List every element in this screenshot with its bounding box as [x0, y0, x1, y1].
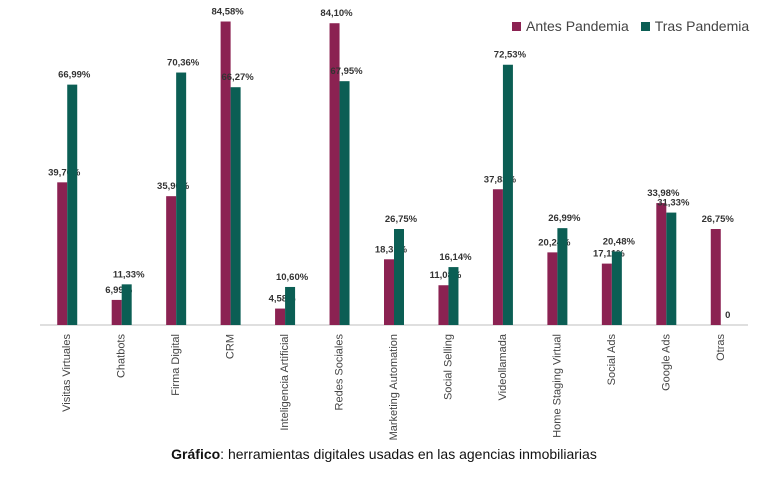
legend-swatch-tras [640, 21, 650, 31]
data-label-tras-9: 26,99% [548, 213, 581, 224]
bar-antes-5 [329, 23, 340, 326]
data-label-antes-5: 84,10% [320, 8, 353, 19]
data-label-tras-5: 67,95% [330, 66, 363, 77]
x-tick-label-7: Social Selling [442, 334, 454, 400]
data-label-tras-8: 72,53% [494, 50, 527, 61]
data-label-tras-3: 66,27% [221, 72, 254, 83]
legend-swatch-antes [512, 21, 521, 31]
x-tick-label-1: Chatbots [116, 334, 128, 379]
data-label-tras-0: 66,99% [58, 70, 91, 81]
x-tick-label-3: CRM [225, 334, 237, 359]
data-label-antes-10: 17,11% [593, 249, 625, 260]
bar-tras-4 [285, 286, 296, 325]
bar-tras-10 [611, 251, 622, 325]
legend-item-antes: Antes Pandemia [512, 18, 629, 34]
bar-antes-11 [656, 203, 667, 325]
legend-label-antes: Antes Pandemia [526, 18, 629, 34]
bar-tras-11 [666, 212, 677, 325]
bar-antes-9 [547, 252, 558, 325]
bar-antes-4 [275, 308, 286, 325]
chart-caption: Gráfico: herramientas digitales usadas e… [0, 446, 768, 462]
bar-tras-1 [121, 284, 132, 325]
bar-tras-8 [502, 64, 513, 325]
data-label-tras-7: 16,14% [439, 252, 472, 263]
data-label-tras-11: 31,33% [657, 198, 690, 209]
x-tick-label-11: Google Ads [660, 334, 672, 391]
data-label-tras-12: 0 [725, 310, 730, 321]
data-label-antes-9: 20,24% [538, 237, 571, 248]
x-tick-label-2: Firma Digital [170, 334, 182, 396]
data-label-tras-4: 10,60% [276, 272, 309, 283]
x-tick-label-5: Redes Sociales [334, 334, 346, 411]
data-label-tras-6: 26,75% [385, 214, 418, 225]
bar-tras-7 [448, 267, 459, 325]
bar-antes-6 [384, 259, 394, 325]
bar-antes-12 [710, 229, 721, 325]
legend-label-tras: Tras Pandemia [654, 18, 750, 34]
data-label-tras-10: 20,48% [603, 237, 636, 248]
caption-bold: Gráfico [171, 446, 221, 462]
legend-item-tras: Tras Pandemia [640, 18, 750, 34]
bar-antes-7 [438, 285, 449, 325]
bar-antes-8 [492, 189, 503, 325]
x-tick-label-8: Videollamada [497, 333, 509, 400]
x-tick-label-4: Inteligencia Artificial [279, 334, 291, 431]
bar-tras-5 [339, 81, 350, 325]
bar-antes-2 [166, 196, 177, 325]
data-label-antes-4: 4,58% [269, 294, 296, 305]
bar-chart: 39,76% 66,99% Visitas Virtuales 6,99% 11,33%… [40, 7, 748, 440]
data-label-antes-12: 26,75% [702, 214, 735, 225]
data-label-antes-0: 39,76% [48, 167, 81, 178]
bar-antes-1 [111, 299, 122, 325]
bar-antes-10 [601, 263, 612, 325]
bar-tras-6 [394, 229, 404, 325]
data-label-antes-11: 33,98% [647, 188, 680, 199]
caption-text: : herramientas digitales usadas en las a… [220, 446, 597, 462]
data-label-antes-1: 6,99% [105, 285, 132, 296]
bar-tras-0 [67, 84, 78, 325]
data-label-antes-7: 11,08% [430, 270, 462, 281]
x-tick-label-12: Otras [715, 334, 727, 361]
bar-tras-9 [557, 228, 568, 325]
x-tick-label-9: Home Staging Virtual [551, 334, 563, 438]
data-label-antes-8: 37,83% [484, 174, 517, 185]
bar-antes-0 [57, 182, 68, 325]
x-tick-label-6: Marketing Automation [388, 334, 400, 440]
data-label-antes-3: 84,58% [211, 7, 244, 18]
bar-tras-3 [230, 87, 241, 326]
x-tick-label-10: Social Ads [606, 334, 618, 386]
bar-antes-3 [220, 21, 231, 326]
bar-tras-2 [176, 72, 187, 325]
data-label-tras-1: 11,33% [113, 269, 145, 280]
data-label-antes-2: 35,90% [157, 181, 190, 192]
x-tick-label-0: Visitas Virtuales [61, 334, 73, 412]
data-label-antes-6: 18,31% [375, 244, 408, 255]
legend: Antes Pandemia Tras Pandemia [512, 18, 749, 34]
data-label-tras-2: 70,36% [167, 58, 200, 69]
